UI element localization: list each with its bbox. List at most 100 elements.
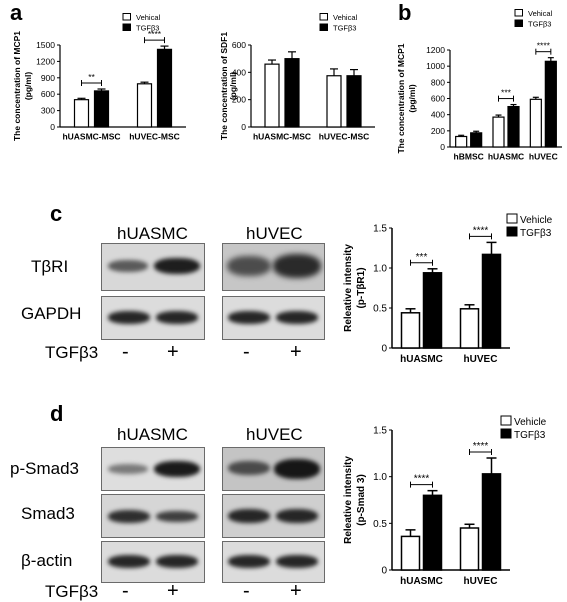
band	[276, 311, 318, 324]
x-tick-label: hBMSC	[454, 152, 484, 162]
y-axis-label: (pg/ml)	[407, 84, 417, 112]
y-tick-label: 1.5	[373, 426, 387, 437]
y-tick-label: 800	[431, 77, 445, 87]
blot-col-title-huasmc: hUASMC	[117, 425, 188, 444]
bar	[136, 83, 153, 128]
y-tick-label: 300	[41, 106, 55, 116]
band	[108, 311, 150, 324]
y-tick-label: 0	[381, 566, 387, 577]
blot-col-title-huasmc: hUASMC	[117, 224, 188, 243]
legend-swatch	[122, 13, 131, 21]
y-tick-label: 600	[232, 40, 246, 50]
y-tick-label: 600	[41, 89, 55, 99]
significance-label: ***	[501, 88, 512, 98]
bar	[422, 272, 443, 349]
bar	[507, 105, 520, 148]
y-axis-label: (p-Smad 3)	[356, 474, 367, 526]
legend-swatch	[122, 23, 131, 31]
legend-swatch	[506, 213, 518, 224]
treatment-sign: +	[167, 580, 179, 602]
y-tick-label: 1.5	[373, 224, 387, 235]
legend-swatch	[514, 9, 523, 17]
band	[228, 311, 270, 324]
blot-gapdh-huvec	[222, 296, 325, 340]
x-tick-label: hUASMC	[400, 576, 443, 587]
bar	[470, 132, 483, 148]
legend-label: TGFβ3	[514, 430, 546, 441]
bar	[459, 527, 480, 571]
y-tick-label: 1.0	[373, 472, 387, 483]
treatment-sign: -	[243, 341, 250, 363]
bar	[481, 253, 502, 349]
band	[108, 510, 150, 523]
blot-row-label-gapdh: GAPDH	[21, 304, 82, 323]
legend-label: Vehicle	[520, 215, 553, 226]
y-tick-label: 0	[50, 122, 55, 132]
bar	[492, 116, 505, 148]
panel-letter-c: c	[50, 201, 63, 226]
y-axis-label: (p-TβR1)	[356, 267, 367, 308]
x-tick-label: hUVEC	[529, 152, 558, 162]
y-tick-label: 1200	[426, 45, 445, 55]
blot-gapdh-huasmc	[101, 296, 205, 340]
y-axis-label: Releative intensity	[343, 456, 354, 544]
y-axis-label: The concentration of MCP1	[396, 43, 406, 153]
blot-row-label-p-smad3: p-Smad3	[10, 459, 79, 478]
y-tick-label: 0.5	[373, 304, 387, 315]
y-tick-label: 600	[431, 93, 445, 103]
y-tick-label: 1.0	[373, 264, 387, 275]
blot-row-label-tbri: TβRI	[31, 257, 69, 276]
bar	[73, 99, 90, 128]
bar	[156, 48, 173, 128]
band	[228, 555, 270, 568]
panel-letter-a: a	[10, 0, 23, 25]
band	[276, 509, 318, 523]
band	[108, 464, 148, 474]
band	[227, 256, 271, 276]
band	[156, 311, 198, 324]
bar	[284, 58, 300, 128]
band	[228, 461, 270, 475]
y-tick-label: 0	[241, 122, 246, 132]
y-tick-label: 0.5	[373, 519, 387, 530]
bar	[422, 494, 443, 571]
blot-col-title-huvec: hUVEC	[246, 425, 303, 444]
significance-label: ****	[148, 29, 162, 39]
x-tick-label: hUVEC	[464, 354, 498, 365]
x-tick-label: hUASMC	[400, 354, 443, 365]
bar	[264, 63, 280, 128]
bar	[481, 473, 502, 571]
band	[156, 511, 198, 522]
blot-p-smad3-huasmc	[101, 447, 205, 491]
treatment-sign: +	[167, 341, 179, 363]
blot-smad3-huvec	[222, 494, 325, 538]
band	[154, 258, 200, 274]
legend-swatch	[514, 19, 523, 27]
y-axis-label: (pg/ml)	[23, 72, 33, 100]
band	[274, 459, 320, 479]
treatment-sign: -	[122, 341, 129, 363]
legend-label: Vehical	[136, 13, 161, 22]
y-axis-label: The concentration of MCP1	[12, 31, 22, 141]
bar	[455, 135, 468, 148]
panel-letter-b: b	[398, 0, 412, 25]
blot-row-label-beta-actin: β-actin	[21, 551, 73, 570]
legend-label: TGFβ3	[520, 228, 552, 239]
legend-swatch	[500, 428, 512, 439]
bar	[346, 75, 362, 128]
band	[156, 555, 198, 568]
y-tick-label: 1500	[36, 40, 55, 50]
legend-label: TGFβ3	[528, 20, 551, 29]
bar	[400, 535, 421, 571]
y-tick-label: 200	[431, 126, 445, 136]
bar	[459, 308, 480, 349]
band	[154, 461, 200, 477]
y-tick-label: 0	[440, 142, 445, 152]
panel-letter-d: d	[50, 401, 64, 426]
significance-label: ****	[537, 41, 551, 51]
blot-smad3-huasmc	[101, 494, 205, 538]
band	[276, 555, 318, 568]
treatment-sign: -	[122, 580, 129, 602]
x-tick-label: hUVEC	[464, 576, 498, 587]
